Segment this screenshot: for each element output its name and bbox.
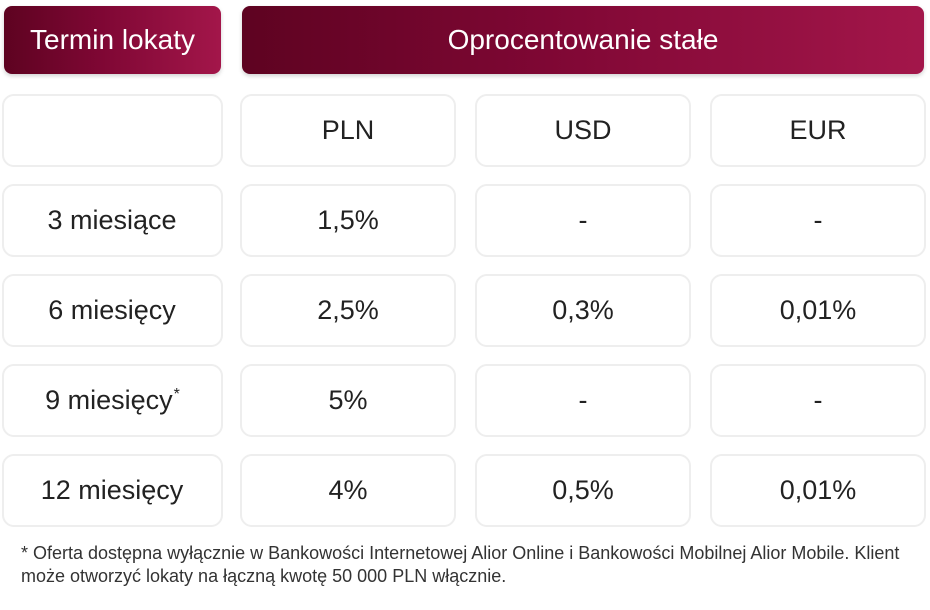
currency-label: USD [554, 115, 612, 145]
rate-value: - [578, 385, 588, 415]
currency-header-usd: USD [475, 94, 691, 167]
rate-value: - [813, 385, 823, 415]
currency-label: PLN [321, 115, 375, 145]
term-cell: 12 miesięcy [2, 454, 223, 527]
currency-label: EUR [789, 115, 847, 145]
rate-value: 0,3% [552, 295, 614, 325]
rate-header-label: Oprocentowanie stałe [447, 24, 719, 55]
rate-cell-eur: - [710, 184, 926, 257]
term-label: 9 miesięcy [45, 385, 173, 415]
currency-header-eur: EUR [710, 94, 926, 167]
rate-cell-usd: 0,3% [475, 274, 691, 347]
rate-value: 0,01% [779, 295, 857, 325]
footnote: * Oferta dostępna wyłącznie w Bankowości… [21, 543, 900, 586]
rate-header: Oprocentowanie stałe [242, 6, 924, 74]
currency-header-pln: PLN [240, 94, 456, 167]
empty-corner-cell [2, 94, 223, 167]
rate-cell-eur: - [710, 364, 926, 437]
term-text: 9 miesięcy* [45, 385, 180, 416]
rate-cell-pln: 4% [240, 454, 456, 527]
rate-value: 1,5% [317, 205, 379, 235]
rate-cell-pln: 5% [240, 364, 456, 437]
term-header: Termin lokaty [4, 6, 221, 74]
term-label: 6 miesięcy [48, 295, 176, 325]
rate-value: - [813, 205, 823, 235]
term-cell: 3 miesiące [2, 184, 223, 257]
rate-value: 0,5% [552, 475, 614, 505]
rate-value: - [578, 205, 588, 235]
term-marker: * [173, 386, 180, 403]
rate-cell-usd: - [475, 364, 691, 437]
rate-cell-usd: 0,5% [475, 454, 691, 527]
rate-value: 0,01% [779, 475, 857, 505]
term-cell: 9 miesięcy* [2, 364, 223, 437]
rate-cell-pln: 2,5% [240, 274, 456, 347]
rate-cell-usd: - [475, 184, 691, 257]
term-header-label: Termin lokaty [30, 24, 195, 55]
rate-value: 2,5% [317, 295, 379, 325]
rate-cell-pln: 1,5% [240, 184, 456, 257]
rate-cell-eur: 0,01% [710, 454, 926, 527]
term-text: 6 miesięcy [48, 295, 177, 326]
rate-cell-eur: 0,01% [710, 274, 926, 347]
term-label: 12 miesięcy [40, 475, 184, 505]
term-text: 3 miesiące [47, 205, 177, 236]
rate-value: 5% [328, 385, 368, 415]
term-label: 3 miesiące [47, 205, 177, 235]
rate-value: 4% [328, 475, 368, 505]
term-text: 12 miesięcy [41, 475, 185, 506]
term-cell: 6 miesięcy [2, 274, 223, 347]
